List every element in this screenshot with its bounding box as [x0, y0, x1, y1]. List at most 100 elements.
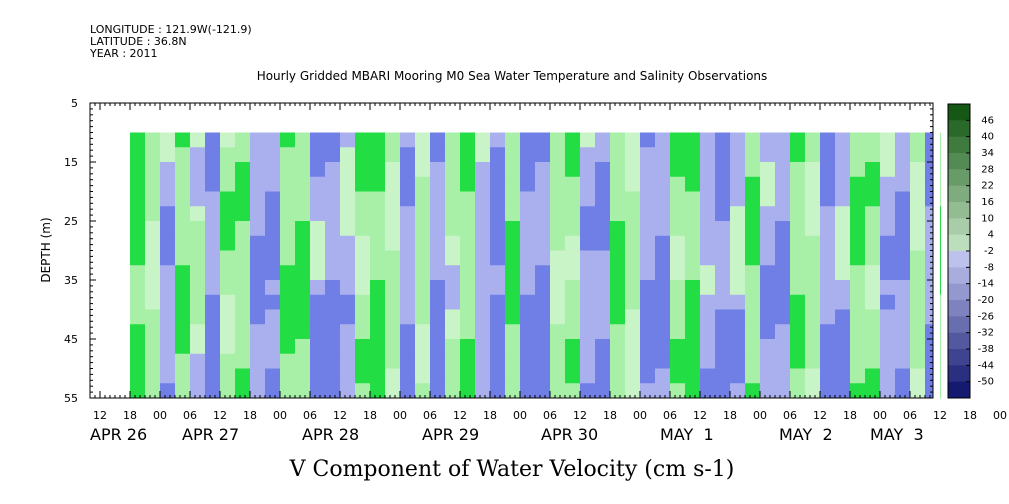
heat-cell — [475, 147, 491, 163]
heat-cell — [715, 191, 731, 207]
heat-cell — [670, 339, 686, 355]
heat-cell — [340, 265, 356, 281]
heat-cell — [595, 368, 611, 384]
colorbar-band — [948, 136, 970, 154]
heat-cell — [475, 250, 491, 266]
heat-cell — [235, 324, 251, 340]
heat-cell — [760, 309, 776, 325]
heat-cell — [235, 309, 251, 325]
heat-cell — [220, 280, 236, 296]
x-hour-label: 18 — [483, 409, 497, 422]
heat-cell — [700, 132, 716, 148]
heat-cell — [865, 383, 881, 399]
heat-cell — [520, 250, 536, 266]
heat-cell — [895, 265, 911, 281]
heat-cell — [145, 383, 161, 399]
heat-cell — [370, 132, 386, 148]
heat-cell — [325, 280, 341, 296]
heat-cell — [430, 383, 446, 399]
heat-cell — [610, 162, 626, 178]
heat-cell — [595, 235, 611, 251]
heat-cell — [910, 191, 926, 207]
heat-cell — [910, 265, 926, 281]
heat-cell — [400, 206, 416, 222]
heat-cell — [595, 132, 611, 148]
heat-cell — [715, 132, 731, 148]
heat-cell — [640, 147, 656, 163]
heat-cell — [520, 147, 536, 163]
x-hour-label: 18 — [603, 409, 617, 422]
heat-cell — [670, 250, 686, 266]
heat-cell — [670, 353, 686, 369]
heat-cell — [790, 162, 806, 178]
heat-cell — [235, 339, 251, 355]
heat-cell — [220, 294, 236, 310]
heat-cell — [340, 294, 356, 310]
heat-cell — [355, 309, 371, 325]
heat-cell — [415, 353, 431, 369]
heat-cell — [160, 339, 176, 355]
heat-cell — [925, 280, 933, 296]
x-hour-label: 18 — [843, 409, 857, 422]
heat-cell — [250, 353, 266, 369]
heat-cell — [445, 383, 461, 399]
heat-cell — [220, 235, 236, 251]
heat-cell — [415, 294, 431, 310]
heat-cell — [580, 147, 596, 163]
heat-cell — [595, 339, 611, 355]
heat-cell — [205, 250, 221, 266]
heat-cell — [655, 191, 671, 207]
heat-cell — [610, 294, 626, 310]
heat-cell — [325, 309, 341, 325]
heat-cell — [310, 235, 326, 251]
heat-cell — [445, 309, 461, 325]
heat-cell — [220, 368, 236, 384]
heat-cell — [400, 383, 416, 399]
heat-cell — [205, 132, 221, 148]
heat-cell — [610, 368, 626, 384]
heat-cell — [295, 280, 311, 296]
heat-cell — [445, 191, 461, 207]
heat-cell — [250, 162, 266, 178]
heat-cell — [850, 309, 866, 325]
x-axis: 12 18 00 06 12 18 00 06 12 18 00 06 12 18 00 06 12 18 00 06… — [89, 103, 1007, 444]
heat-cell — [460, 162, 476, 178]
heat-cell — [775, 368, 791, 384]
heat-cell — [925, 383, 933, 399]
heat-cell — [205, 309, 221, 325]
heat-cell — [925, 221, 933, 237]
heat-cell — [325, 368, 341, 384]
heat-cell — [685, 294, 701, 310]
heat-cell — [775, 132, 791, 148]
heat-cell — [355, 206, 371, 222]
heat-cell — [505, 383, 521, 399]
heat-cell — [760, 206, 776, 222]
heat-cell — [760, 235, 776, 251]
heat-cell — [880, 324, 896, 340]
heat-cell — [310, 324, 326, 340]
heat-cell — [355, 368, 371, 384]
heat-cell — [925, 176, 933, 192]
heat-cell — [820, 147, 836, 163]
heat-cell — [790, 206, 806, 222]
heat-cell — [790, 324, 806, 340]
colorbar-band — [948, 316, 970, 334]
heat-cell — [490, 206, 506, 222]
heat-cell — [265, 324, 281, 340]
colorbar-label: 16 — [981, 197, 994, 208]
heat-cell — [430, 339, 446, 355]
heat-cell — [880, 383, 896, 399]
heat-cell — [865, 221, 881, 237]
longitude-label: LONGITUDE : 121.9W(-121.9) — [90, 23, 252, 36]
heat-cell — [550, 294, 566, 310]
heat-cell — [715, 309, 731, 325]
heat-cell — [565, 235, 581, 251]
heat-cell — [295, 250, 311, 266]
heat-cell — [250, 280, 266, 296]
heat-cell — [295, 324, 311, 340]
heat-cell — [505, 250, 521, 266]
heat-cell — [565, 339, 581, 355]
heat-cell — [595, 265, 611, 281]
heat-cell — [190, 309, 206, 325]
heat-cell — [250, 324, 266, 340]
